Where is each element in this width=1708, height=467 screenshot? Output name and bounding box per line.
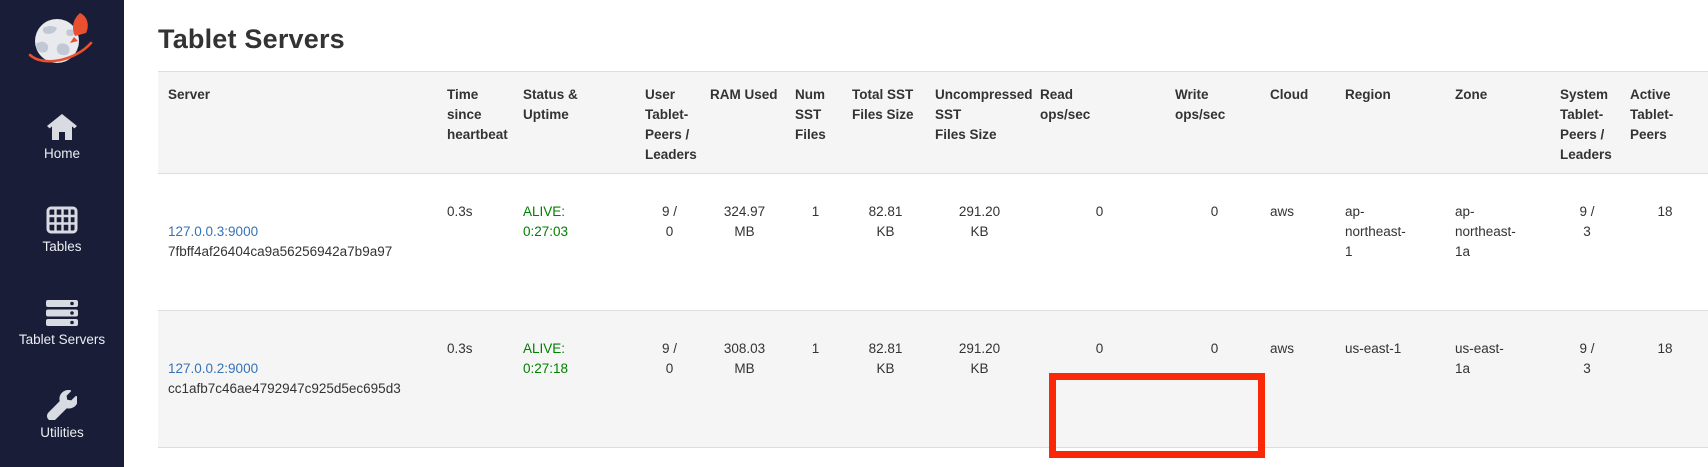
table-row: 127.0.0.1:9000 52b6278c6f894a1fb0525f523…: [158, 447, 1708, 467]
cell-time-since-heartbeat: 0.3s: [447, 204, 473, 219]
cell-user-tablet-peers: 9 / 0: [661, 341, 677, 376]
cell-cloud: aws: [1270, 341, 1295, 356]
column-header-ram-used: RAM Used: [710, 87, 778, 102]
table-row: 127.0.0.3:9000 7fbff4af26404ca9a56256942…: [158, 173, 1708, 311]
cell-user-tablet-peers: 9 / 0: [661, 204, 677, 239]
sidebar-item-label: Tables: [42, 239, 82, 254]
cell-write-ops: 0: [1210, 204, 1219, 219]
yugabytedb-logo-icon[interactable]: [23, 10, 101, 67]
column-header-server: Server: [168, 87, 211, 102]
cell-server: 127.0.0.1:9000 52b6278c6f894a1fb0525f523…: [158, 448, 439, 467]
cell-write-ops: 1482.15: [1167, 448, 1262, 467]
cell-num-sst-files: 1: [811, 341, 820, 356]
cell-ram-used: 324.97 MB: [723, 204, 766, 239]
cell-zone: us-west- 2a: [1447, 448, 1552, 467]
column-header-num-sst-files: Num SST Files: [795, 87, 826, 142]
column-header-region: Region: [1345, 87, 1391, 102]
cell-cloud: aws: [1262, 448, 1337, 467]
cell-zone: ap- northeast- 1a: [1455, 204, 1516, 259]
sidebar: Home Tables: [0, 0, 124, 467]
sidebar-nav: Home Tables: [0, 113, 124, 441]
sidebar-item-label: Tablet Servers: [18, 332, 106, 347]
table-header-row: Server Time since heartbeat Status & Upt…: [158, 71, 1708, 174]
server-link[interactable]: 127.0.0.3:9000: [168, 224, 259, 239]
cell-write-ops: 0: [1210, 341, 1219, 356]
sidebar-item-label: Utilities: [40, 425, 84, 440]
cell-time-since-heartbeat: 0.3s: [447, 341, 473, 356]
cell-uncompressed-sst-files-size: 291.20 KB: [958, 204, 1001, 239]
cell-status-uptime: ALIVE: 0:27:18: [523, 341, 569, 376]
cell-total-sst-files-size: 82.81 KB: [868, 204, 903, 239]
cell-system-tablet-peers: 9 / 3: [1552, 448, 1622, 467]
cell-server: 127.0.0.2:9000 cc1afb7c46ae4792947c925d5…: [158, 311, 439, 448]
cell-region: ap- northeast- 1: [1345, 204, 1406, 259]
cell-read-ops: 0: [1095, 341, 1104, 356]
tablet-servers-icon: [45, 299, 79, 327]
column-header-zone: Zone: [1455, 87, 1488, 102]
cell-num-sst-files: 1: [787, 448, 844, 467]
cell-status-uptime: ALIVE: 0:27:03: [523, 204, 569, 239]
cell-num-sst-files: 1: [811, 204, 820, 219]
column-header-time-since-heartbeat: Time since heartbeat: [447, 87, 508, 142]
tables-icon: [46, 206, 78, 234]
cell-zone: us-east- 1a: [1455, 341, 1504, 376]
tablet-servers-table: Server Time since heartbeat Status & Upt…: [158, 71, 1708, 467]
cell-read-ops: 1482.55: [1032, 448, 1167, 467]
table-row: 127.0.0.2:9000 cc1afb7c46ae4792947c925d5…: [158, 310, 1708, 448]
column-header-active-tablet-peers: Active Tablet- Peers: [1630, 87, 1674, 142]
cell-read-ops: 0: [1095, 204, 1104, 219]
cell-user-tablet-peers: 9 / 9: [637, 448, 702, 467]
home-icon: [46, 113, 78, 141]
cell-uncompressed-sst-files-size: 291.20 KB: [927, 448, 1032, 467]
cell-system-tablet-peers: 9 / 3: [1579, 204, 1595, 239]
sidebar-item-tables[interactable]: Tables: [0, 206, 124, 255]
column-header-uncompressed-sst-files-size: Uncompressed SST Files Size: [935, 87, 1033, 142]
cell-time-since-heartbeat: 0.3s: [439, 448, 515, 467]
column-header-system-tablet-peers: System Tablet- Peers / Leaders: [1560, 87, 1612, 162]
cell-cloud: aws: [1270, 204, 1295, 219]
cell-region: us-west-2: [1337, 448, 1447, 467]
cell-active-tablet-peers: 18: [1622, 448, 1708, 467]
page-title: Tablet Servers: [158, 24, 345, 54]
server-uuid: cc1afb7c46ae4792947c925d5ec695d3: [168, 381, 401, 396]
cell-server: 127.0.0.3:9000 7fbff4af26404ca9a56256942…: [158, 174, 439, 311]
sidebar-item-tablet-servers[interactable]: Tablet Servers: [0, 299, 124, 348]
cell-total-sst-files-size: 82.81 KB: [844, 448, 927, 467]
cell-active-tablet-peers: 18: [1657, 341, 1673, 356]
column-header-user-tablet-peers: User Tablet- Peers / Leaders: [645, 87, 697, 162]
column-header-status-uptime: Status & Uptime: [523, 87, 578, 122]
server-uuid: 7fbff4af26404ca9a56256942a7b9a97: [168, 244, 393, 259]
server-link[interactable]: 127.0.0.2:9000: [168, 361, 259, 376]
cell-status-uptime: ALIVE: 0:27:38: [515, 448, 637, 467]
main-content: Tablet Servers Server Time since heartbe…: [124, 0, 1708, 467]
sidebar-item-utilities[interactable]: Utilities: [0, 390, 124, 441]
cell-total-sst-files-size: 82.81 KB: [868, 341, 903, 376]
cell-ram-used: 308.03 MB: [723, 341, 766, 376]
column-header-total-sst-files-size: Total SST Files Size: [852, 87, 914, 122]
cell-region: us-east-1: [1345, 341, 1402, 356]
utilities-icon: [47, 390, 77, 420]
cell-ram-used: 351.01 MB: [702, 448, 787, 467]
column-header-cloud: Cloud: [1270, 87, 1309, 102]
cell-uncompressed-sst-files-size: 291.20 KB: [958, 341, 1001, 376]
column-header-read-ops: Read ops/sec: [1040, 87, 1091, 122]
sidebar-item-label: Home: [43, 146, 80, 161]
column-header-write-ops: Write ops/sec: [1175, 87, 1226, 122]
cell-active-tablet-peers: 18: [1657, 204, 1673, 219]
cell-system-tablet-peers: 9 / 3: [1579, 341, 1595, 376]
sidebar-item-home[interactable]: Home: [0, 113, 124, 162]
